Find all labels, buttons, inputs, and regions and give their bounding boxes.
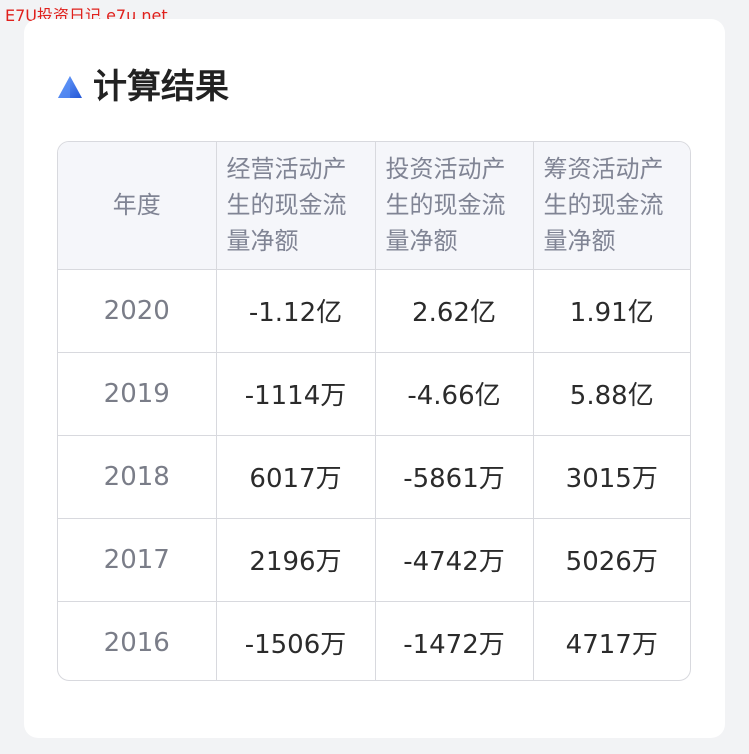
result-card: 计算结果 年度 经营活动产生的现金流量净额 投资活动产生的现金流量净额 筹资活动… — [24, 19, 725, 738]
cell-year: 2017 — [58, 518, 217, 602]
cell-financing: 5.88亿 — [533, 352, 690, 436]
header-year: 年度 — [58, 142, 217, 270]
header-operating-cashflow: 经营活动产生的现金流量净额 — [216, 142, 376, 270]
table-header-row: 年度 经营活动产生的现金流量净额 投资活动产生的现金流量净额 筹资活动产生的现金… — [58, 142, 690, 270]
cell-financing: 5026万 — [533, 518, 690, 602]
table-row: 2016 -1506万 -1472万 4717万 — [58, 601, 690, 680]
cell-investing: -4.66亿 — [375, 352, 534, 436]
cell-financing: 4717万 — [565, 630, 658, 661]
cell-investing: -5861万 — [375, 435, 534, 519]
cell-operating: 6017万 — [216, 435, 376, 519]
cell-operating: -1114万 — [216, 352, 376, 436]
cell-year: 2016 — [58, 601, 217, 680]
cell-financing: 1.91亿 — [533, 269, 690, 353]
table-row: 2018 6017万 -5861万 3015万 — [58, 435, 690, 519]
cell-financing: 3015万 — [533, 435, 690, 519]
table-row: 2020 -1.12亿 2.62亿 1.91亿 — [58, 269, 690, 353]
cell-investing: -1472万 — [375, 601, 534, 680]
header-financing-cashflow: 筹资活动产生的现金流量净额 — [533, 142, 690, 270]
blue-triangle-icon — [57, 74, 83, 100]
table-row: 2019 -1114万 -4.66亿 5.88亿 — [58, 352, 690, 436]
cell-year: 2018 — [58, 435, 217, 519]
section-title: 计算结果 — [93, 67, 229, 107]
cell-operating: -1.12亿 — [216, 269, 376, 353]
result-table: 年度 经营活动产生的现金流量净额 投资活动产生的现金流量净额 筹资活动产生的现金… — [57, 141, 691, 681]
table-row: 2017 2196万 -4742万 5026万 — [58, 518, 690, 602]
section-header: 计算结果 — [57, 67, 229, 107]
cell-operating: 2196万 — [216, 518, 376, 602]
header-investing-cashflow: 投资活动产生的现金流量净额 — [375, 142, 534, 270]
cell-investing: 2.62亿 — [375, 269, 534, 353]
cell-year: 2019 — [58, 352, 217, 436]
cell-operating: -1506万 — [216, 601, 376, 680]
cell-investing: -4742万 — [375, 518, 534, 602]
cell-year: 2020 — [58, 269, 217, 353]
